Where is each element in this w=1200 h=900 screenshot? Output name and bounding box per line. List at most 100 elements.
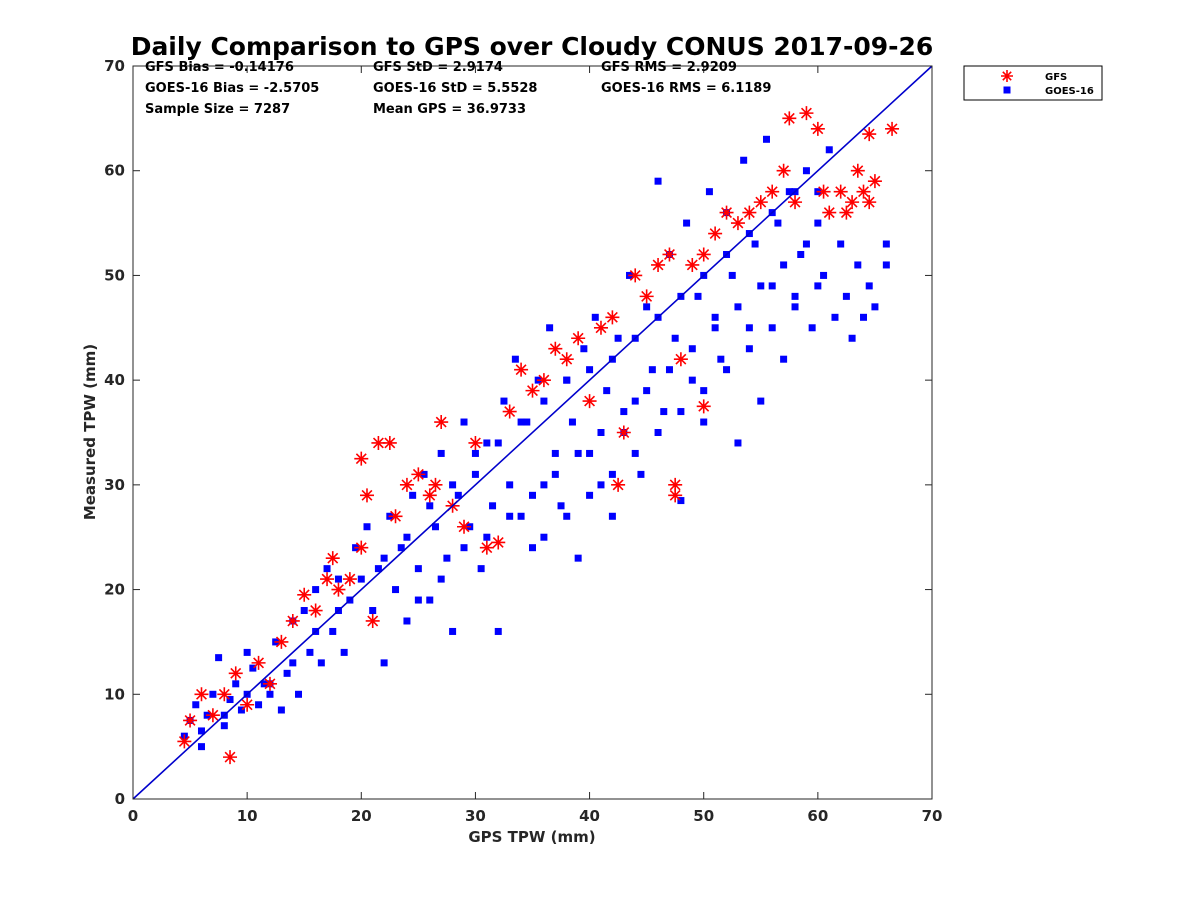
reference-line-layer [132, 65, 933, 800]
data-point [192, 701, 200, 709]
data-point [540, 481, 548, 489]
data-point [580, 345, 588, 353]
data-point [523, 418, 531, 426]
legend-box [963, 65, 1103, 101]
data-point [608, 512, 616, 520]
data-point [500, 397, 508, 405]
data-point [862, 127, 877, 142]
data-point [428, 477, 443, 492]
data-point [791, 303, 799, 311]
data-point [837, 240, 845, 248]
data-point [359, 488, 374, 503]
data-point [215, 654, 223, 662]
data-point [688, 345, 696, 353]
data-point [711, 313, 719, 321]
data-point [631, 449, 639, 457]
data-point [867, 174, 882, 189]
data-point [177, 734, 192, 749]
x-axis-label: GPS TPW (mm) [468, 828, 595, 846]
y-tick-label: 70 [104, 57, 125, 75]
x-tick-label: 50 [693, 807, 714, 825]
data-point [334, 575, 342, 583]
data-point [782, 111, 797, 126]
x-tick-label: 10 [237, 807, 258, 825]
data-point [559, 352, 574, 367]
data-point [457, 519, 472, 534]
data-point [392, 586, 400, 594]
data-point [831, 313, 839, 321]
data-point [654, 429, 662, 436]
data-point [342, 572, 357, 587]
data-point [871, 303, 879, 311]
data-point [209, 690, 217, 698]
data-point [780, 355, 788, 363]
data-point [683, 219, 691, 227]
data-point [563, 376, 571, 384]
data-point [289, 659, 297, 667]
data-point [197, 727, 205, 735]
data-point [708, 226, 723, 241]
data-point [742, 205, 757, 220]
data-point [382, 435, 397, 450]
data-point [308, 603, 323, 618]
data-point [591, 313, 599, 321]
data-point [506, 481, 514, 489]
data-point [605, 310, 620, 325]
chart-title: Daily Comparison to GPS over Cloudy CONU… [131, 32, 934, 61]
data-point [854, 261, 862, 269]
data-point [399, 477, 414, 492]
data-point [331, 582, 346, 597]
data-point [668, 488, 683, 503]
legend: GFS GOES-16 [963, 65, 1103, 101]
data-point [614, 334, 622, 342]
data-point [274, 634, 289, 649]
data-point [365, 613, 380, 628]
data-point [776, 163, 791, 178]
x-tick-label: 0 [128, 807, 138, 825]
data-point [660, 408, 668, 416]
data-point [593, 320, 608, 335]
data-point [696, 247, 711, 262]
data-point [586, 449, 594, 457]
data-point [422, 488, 437, 503]
data-point [651, 257, 666, 272]
data-point [586, 366, 594, 374]
data-point [226, 696, 234, 704]
data-point [799, 106, 814, 121]
data-point [388, 509, 403, 524]
one-to-one-line [132, 65, 933, 800]
x-ticks: 0 10 20 30 40 50 60 70 [128, 66, 942, 825]
data-point [249, 664, 257, 672]
data-point [597, 481, 605, 489]
data-point [745, 324, 753, 332]
legend-marker-goes16 [1003, 86, 1011, 94]
data-point [506, 512, 514, 520]
data-point [529, 544, 536, 552]
data-point [568, 418, 576, 426]
data-point [354, 540, 369, 555]
data-point [255, 701, 263, 709]
data-point [662, 247, 677, 262]
data-point [426, 596, 434, 604]
data-point [643, 387, 651, 395]
data-point [548, 341, 563, 356]
data-point [671, 334, 679, 342]
data-point [536, 373, 551, 388]
data-point [232, 680, 240, 688]
data-point [540, 533, 548, 541]
data-point [285, 613, 300, 628]
data-point [517, 418, 525, 426]
data-point [306, 648, 314, 656]
data-point [449, 627, 457, 635]
data-point [369, 607, 377, 615]
data-point [757, 397, 765, 405]
data-point [517, 512, 525, 520]
data-point [762, 135, 770, 143]
data-point [862, 195, 877, 210]
data-point [312, 586, 320, 594]
data-point [323, 565, 331, 573]
points-layer [177, 106, 900, 765]
x-tick-label: 30 [465, 807, 486, 825]
data-point [574, 554, 582, 562]
data-point [677, 497, 685, 505]
